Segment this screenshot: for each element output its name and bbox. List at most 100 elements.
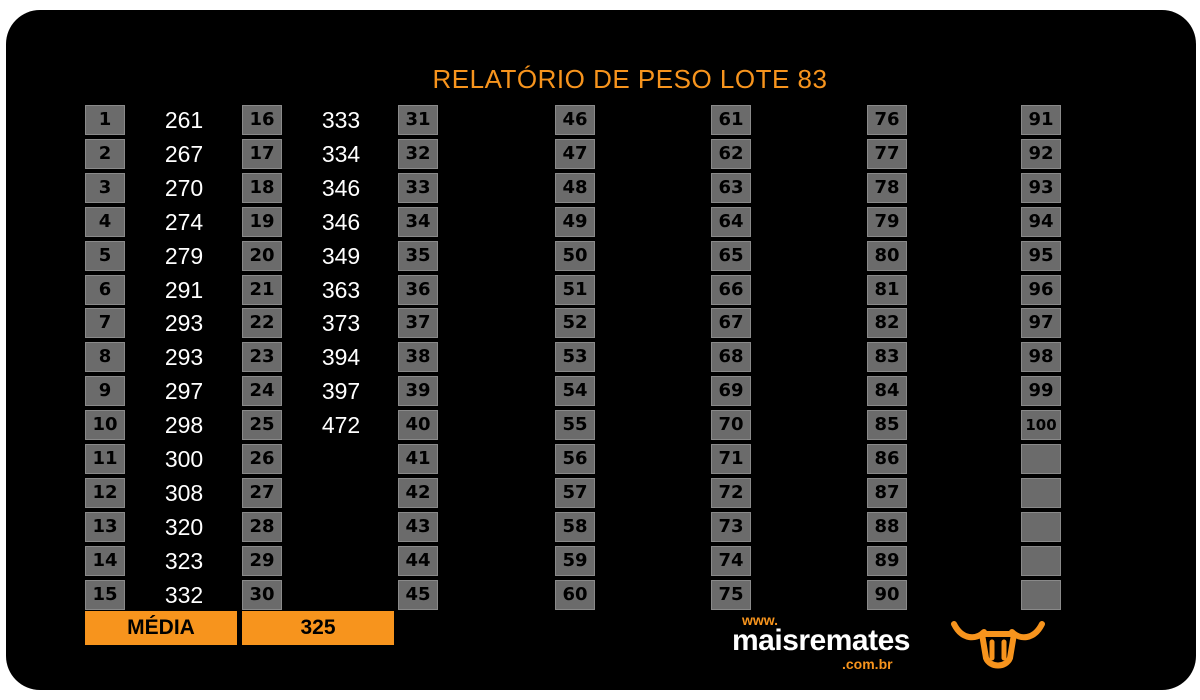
weight-row: 81 <box>866 273 1026 307</box>
animal-number: 60 <box>555 579 595 610</box>
weight-row: 30 <box>241 578 401 612</box>
weight-row: 66 <box>710 273 870 307</box>
animal-weight: 298 <box>164 412 204 439</box>
weight-row: 12 308 <box>84 476 244 510</box>
animal-number: 91 <box>1021 105 1061 135</box>
animal-number: 11 <box>85 444 125 474</box>
weight-row: 100 <box>1020 408 1180 442</box>
weight-row: 59 <box>554 544 714 578</box>
weight-row: 3 270 <box>84 171 244 205</box>
animal-number: 1 <box>85 105 125 135</box>
animal-number: 20 <box>242 240 282 271</box>
report-title: RELATÓRIO DE PESO LOTE 83 <box>432 64 828 94</box>
average-label: MÉDIA <box>85 611 237 645</box>
animal-number: 18 <box>242 172 282 203</box>
animal-number: 33 <box>398 172 438 203</box>
animal-number: 64 <box>711 206 751 237</box>
animal-number: 36 <box>398 274 438 305</box>
animal-number: 69 <box>711 376 751 407</box>
animal-number: 17 <box>242 138 282 169</box>
weight-row: 57 <box>554 476 714 510</box>
brand-domain: .com.br <box>842 656 893 672</box>
weight-row: 15 332 <box>84 578 244 612</box>
weight-row: 29 <box>241 544 401 578</box>
weight-row: 61 <box>710 103 870 137</box>
weight-row <box>1020 544 1180 578</box>
brand-name: maisremates <box>732 624 910 657</box>
weight-row: 69 <box>710 374 870 408</box>
weight-row: 72 <box>710 476 870 510</box>
average-value: 325 <box>242 611 394 645</box>
animal-weight: 293 <box>164 310 204 337</box>
weight-row: 82 <box>866 306 1026 340</box>
weight-row: 5 279 <box>84 239 244 273</box>
weight-row: 9 297 <box>84 374 244 408</box>
animal-number: 65 <box>711 240 751 271</box>
weight-row: 37 <box>397 306 557 340</box>
animal-weight: 349 <box>321 242 361 269</box>
weight-row: 50 <box>554 239 714 273</box>
weight-row: 64 <box>710 205 870 239</box>
animal-number: 19 <box>242 206 282 237</box>
weight-row: 54 <box>554 374 714 408</box>
animal-weight: 267 <box>164 140 204 167</box>
weight-row: 1 261 <box>84 103 244 137</box>
animal-number: 98 <box>1021 342 1061 373</box>
animal-weight: 323 <box>164 547 204 574</box>
animal-number: 34 <box>398 206 438 237</box>
animal-number: 85 <box>867 410 907 441</box>
bull-logo-icon <box>951 621 1045 669</box>
weight-row: 38 <box>397 340 557 374</box>
animal-number: 14 <box>85 545 125 576</box>
animal-number: 15 <box>85 579 125 610</box>
animal-number: 94 <box>1021 206 1061 237</box>
weight-row: 71 <box>710 442 870 476</box>
animal-number: 90 <box>867 579 907 610</box>
weight-row: 87 <box>866 476 1026 510</box>
animal-number: 78 <box>867 172 907 203</box>
weight-row: 13 320 <box>84 510 244 544</box>
animal-number: 13 <box>85 511 125 542</box>
weight-row: 26 <box>241 442 401 476</box>
weight-row: 91 <box>1020 103 1180 137</box>
animal-weight: 346 <box>321 208 361 235</box>
animal-weight: 297 <box>164 378 204 405</box>
weight-row: 49 <box>554 205 714 239</box>
animal-weight: 270 <box>164 174 204 201</box>
weight-row <box>1020 442 1180 476</box>
weight-row: 78 <box>866 171 1026 205</box>
animal-number: 41 <box>398 444 438 474</box>
animal-number: 56 <box>555 444 595 474</box>
weight-row: 41 <box>397 442 557 476</box>
weight-row: 62 <box>710 137 870 171</box>
animal-number: 31 <box>398 105 438 135</box>
weight-row: 99 <box>1020 374 1180 408</box>
animal-number: 58 <box>555 511 595 542</box>
animal-number: 10 <box>85 410 125 441</box>
weight-row: 28 <box>241 510 401 544</box>
weight-row: 18 346 <box>241 171 401 205</box>
animal-number <box>1021 477 1061 508</box>
animal-number: 48 <box>555 172 595 203</box>
animal-weight: 300 <box>164 446 204 472</box>
animal-number: 49 <box>555 206 595 237</box>
weight-row: 47 <box>554 137 714 171</box>
weight-row: 88 <box>866 510 1026 544</box>
weight-row: 90 <box>866 578 1026 612</box>
animal-number: 86 <box>867 444 907 474</box>
animal-weight: 293 <box>164 344 204 371</box>
animal-number: 3 <box>85 172 125 203</box>
weight-row: 83 <box>866 340 1026 374</box>
animal-number: 53 <box>555 342 595 373</box>
weight-row: 53 <box>554 340 714 374</box>
weight-row: 98 <box>1020 340 1180 374</box>
animal-number: 21 <box>242 274 282 305</box>
weight-row: 35 <box>397 239 557 273</box>
animal-number <box>1021 545 1061 576</box>
weight-row: 77 <box>866 137 1026 171</box>
weight-row: 79 <box>866 205 1026 239</box>
animal-number: 67 <box>711 308 751 339</box>
weight-row: 10 298 <box>84 408 244 442</box>
weight-row <box>1020 578 1180 612</box>
animal-number: 81 <box>867 274 907 305</box>
